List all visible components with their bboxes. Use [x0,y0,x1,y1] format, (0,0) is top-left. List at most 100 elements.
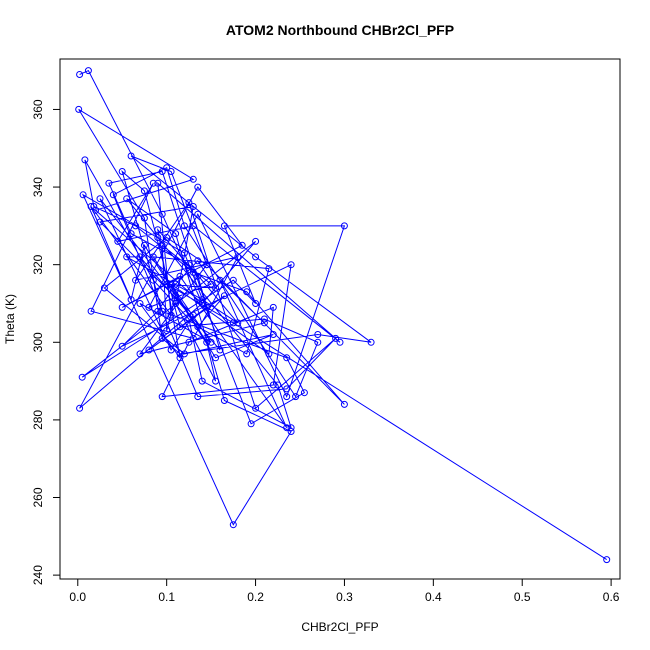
data-point [132,222,140,230]
data-point [158,393,166,401]
data-point [203,338,211,346]
data-point [118,342,126,350]
data-point [189,311,197,319]
data-point [198,377,206,385]
data-point [185,338,193,346]
data-point [203,303,211,311]
data-point [252,237,260,245]
data-point [87,203,95,210]
data-point [105,179,113,187]
x-tick-label: 0.2 [247,590,264,604]
data-point [84,67,92,75]
data-point [283,385,291,393]
data-point [123,253,131,261]
data-point [172,230,180,238]
data-point [269,331,277,338]
data-point [127,296,135,304]
data-point [287,428,295,435]
x-tick-label: 0.6 [603,590,620,604]
data-point [158,168,166,175]
data-point [136,350,144,358]
data-point [198,300,206,307]
y-tick-label: 360 [31,99,45,119]
data-point [189,203,197,210]
data-point [158,307,166,315]
data-point [194,323,202,331]
data-point [118,168,126,175]
data-point [172,300,180,307]
data-point [78,373,86,381]
y-axis: 240 260 280 300 320 340 360 [31,99,61,585]
data-point [163,164,171,172]
data-point [220,292,228,300]
x-tick-label: 0.3 [336,590,353,604]
data-point [90,203,98,210]
data-point [603,556,611,564]
y-tick-label: 320 [31,254,45,274]
data-point [158,334,166,342]
series-line [78,69,607,561]
data-point [220,222,228,230]
data-point [140,187,148,195]
y-tick-label: 340 [31,177,45,197]
data-point [265,265,273,273]
data-point [154,226,162,234]
data-point [96,218,104,226]
data-point [189,175,197,183]
data-point [314,331,322,338]
data-point [269,381,277,389]
data-point [172,280,180,288]
data-point [252,253,260,261]
y-tick-label: 280 [31,410,45,430]
data-point [229,319,237,327]
x-tick-label: 0.1 [158,590,175,604]
data-point [158,241,166,249]
data-point [109,191,117,199]
data-point [185,315,193,323]
data-point [154,307,162,315]
data-point [140,214,148,222]
data-point [260,315,268,323]
data-point [136,300,144,307]
data-point [167,311,175,319]
data-point [163,280,171,288]
data-point [234,253,242,261]
x-axis: 0.0 0.1 0.2 0.3 0.4 0.5 0.6 [69,578,620,604]
chart-title: ATOM2 Northbound CHBr2Cl_PFP [226,22,454,38]
data-point [283,393,291,401]
data-point [123,195,131,203]
data-point [234,319,242,327]
data-point [140,241,148,249]
x-axis-title: CHBr2Cl_PFP [301,620,378,634]
data-point [118,303,126,311]
data-point [180,249,188,257]
data-point [336,338,344,346]
data-point [265,350,273,358]
data-point [114,237,122,245]
data-point [100,284,108,292]
data-point [216,346,224,354]
data-point [189,268,197,276]
data-point [252,300,260,307]
data-point [194,393,202,401]
data-point [194,210,202,218]
data-point [180,350,188,358]
data-point [180,222,188,230]
data-point [260,319,268,327]
data-point [212,354,220,362]
data-point [229,276,237,284]
data-point [287,261,295,269]
data-point [283,354,291,362]
y-tick-label: 240 [31,565,45,585]
data-point [247,420,255,428]
x-tick-label: 0.4 [425,590,442,604]
data-point [154,179,162,187]
data-point [92,206,100,214]
data-point [81,156,89,164]
data-point [176,323,184,331]
x-tick-label: 0.5 [514,590,531,604]
data-point [367,338,375,346]
data-point [198,296,206,304]
data-point [185,261,193,269]
data-point [216,276,224,284]
